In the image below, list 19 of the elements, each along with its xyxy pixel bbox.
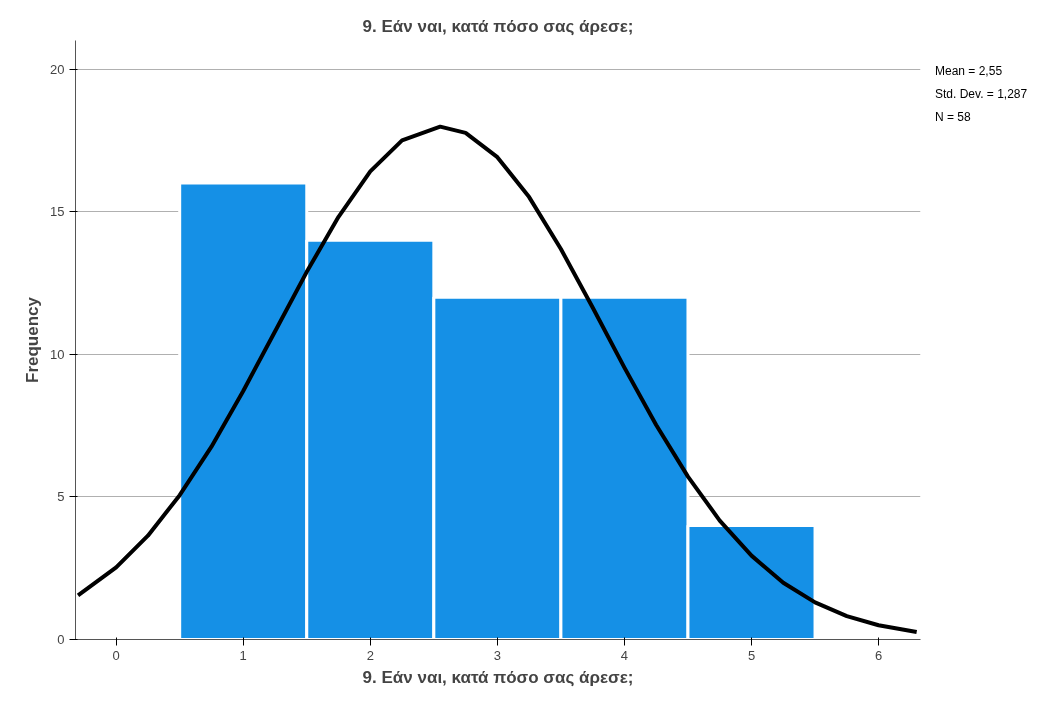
chart-title: 9. Εάν ναι, κατά πόσο σας άρεσε; — [362, 16, 634, 36]
y-tick-label: 15 — [50, 204, 65, 220]
y-tick-label: 20 — [50, 61, 65, 77]
x-tick-label: 3 — [493, 647, 501, 663]
x-tick-label: 1 — [239, 647, 247, 663]
y-tick-label: 10 — [50, 346, 65, 362]
text: N = 58 — [935, 110, 971, 124]
y-tick-label: 0 — [57, 632, 65, 647]
x-tick-label: 0 — [112, 647, 120, 663]
line-series — [76, 124, 919, 635]
x-tick-label: 2 — [366, 647, 374, 663]
text: Mean = 2,55 — [935, 64, 1003, 78]
x-tick-label: 6 — [874, 647, 883, 663]
y-axis-title: Frequency — [23, 296, 43, 383]
y-tick-label: 5 — [57, 489, 65, 505]
text: Std. Dev. = 1,287 — [935, 87, 1028, 101]
x-axis-title: 9. Εάν ναι, κατά πόσο σας άρεσε; — [362, 667, 634, 687]
x-tick-label: 4 — [620, 647, 629, 663]
x-tick-label: 5 — [747, 647, 756, 663]
